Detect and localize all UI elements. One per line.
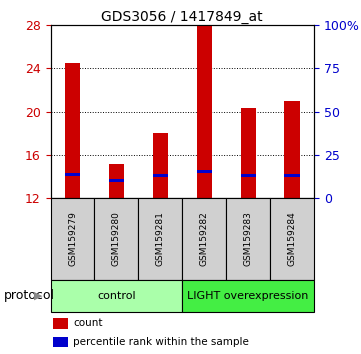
Bar [109,179,124,182]
Bar [51,280,182,312]
Bar [197,170,212,173]
Bar [153,133,168,198]
Bar [197,25,212,198]
Bar [53,337,68,347]
Text: control: control [97,291,136,301]
Bar [65,63,80,198]
Bar [153,174,168,177]
Bar [51,198,95,280]
Bar [138,198,182,280]
Bar [95,198,138,280]
Bar [65,173,80,176]
Bar [270,198,314,280]
Bar [240,174,256,177]
Bar [53,318,68,329]
Text: GSM159280: GSM159280 [112,211,121,267]
Bar [182,280,314,312]
Bar [240,108,256,198]
Text: GSM159284: GSM159284 [288,212,297,266]
Text: percentile rank within the sample: percentile rank within the sample [73,337,249,347]
Text: ▶: ▶ [34,291,43,301]
Title: GDS3056 / 1417849_at: GDS3056 / 1417849_at [101,10,263,24]
Text: LIGHT overexpression: LIGHT overexpression [187,291,309,301]
Text: GSM159279: GSM159279 [68,211,77,267]
Bar [182,198,226,280]
Text: GSM159282: GSM159282 [200,212,209,266]
Text: protocol: protocol [4,289,55,302]
Bar [284,174,300,177]
Text: GSM159283: GSM159283 [244,211,253,267]
Bar [109,164,124,198]
Text: GSM159281: GSM159281 [156,211,165,267]
Text: count: count [73,318,103,329]
Bar [284,101,300,198]
Bar [226,198,270,280]
